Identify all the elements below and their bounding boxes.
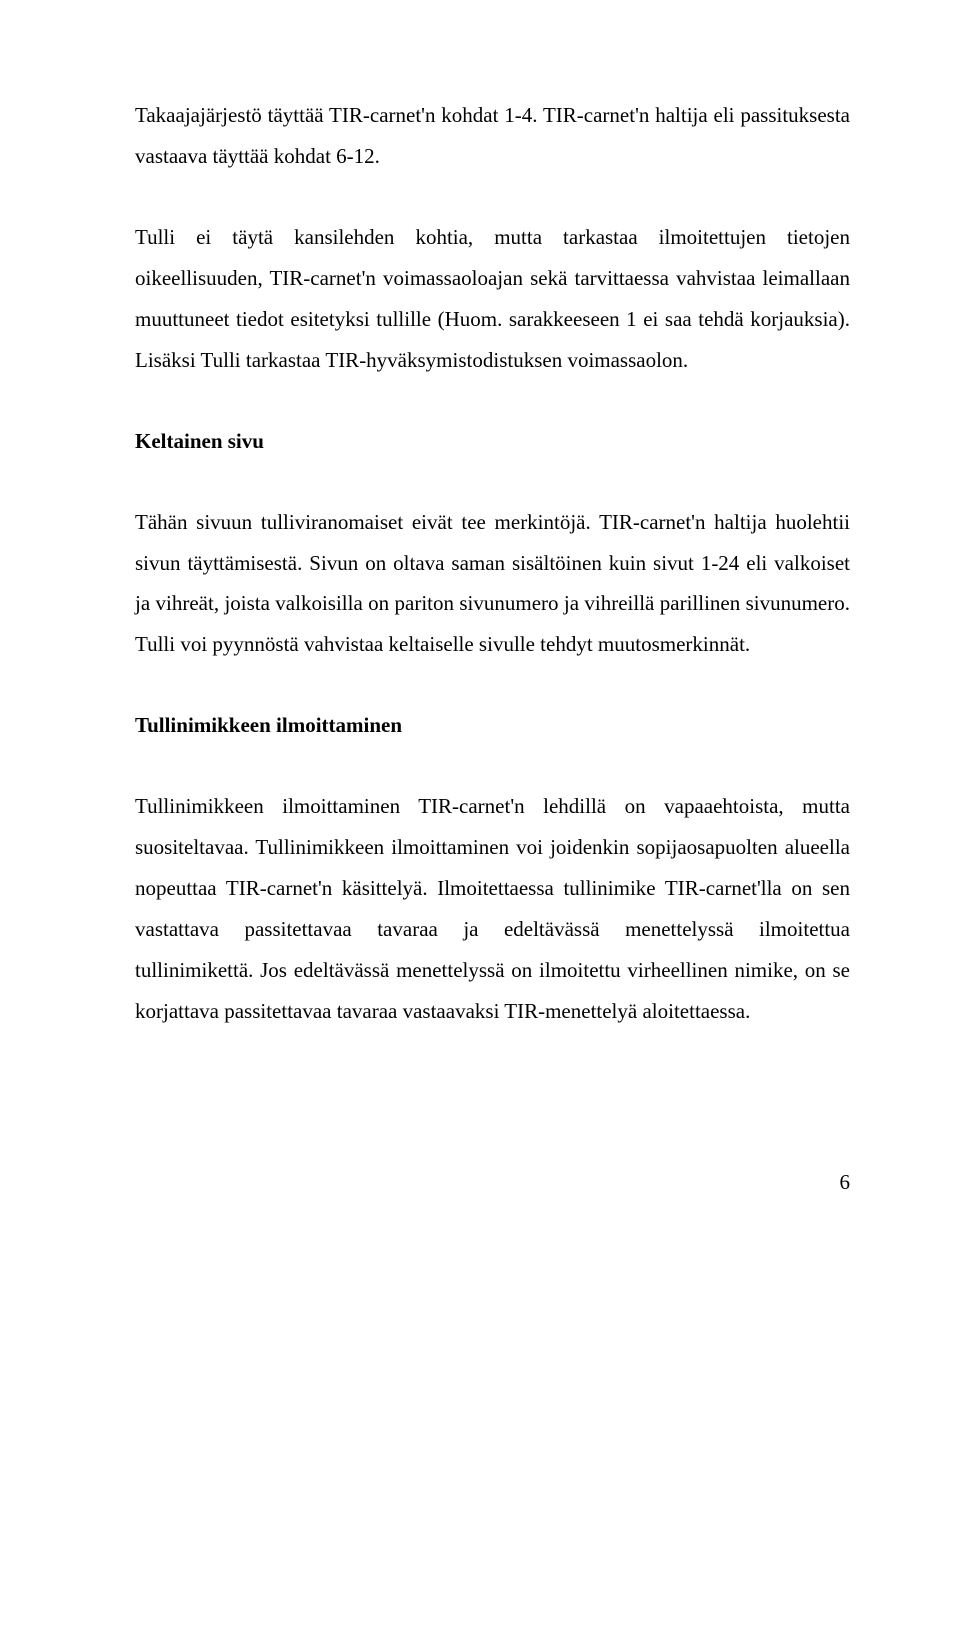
paragraph-tullinimikkeen: Tullinimikkeen ilmoittaminen TIR-carnet'… — [135, 786, 850, 1032]
page-number: 6 — [135, 1162, 850, 1203]
paragraph-intro-2: Tulli ei täytä kansilehden kohtia, mutta… — [135, 217, 850, 381]
heading-keltainen-sivu: Keltainen sivu — [135, 421, 850, 462]
paragraph-keltainen-sivu: Tähän sivuun tulliviranomaiset eivät tee… — [135, 502, 850, 666]
heading-tullinimikkeen: Tullinimikkeen ilmoittaminen — [135, 705, 850, 746]
paragraph-intro-1: Takaajajärjestö täyttää TIR-carnet'n koh… — [135, 95, 850, 177]
